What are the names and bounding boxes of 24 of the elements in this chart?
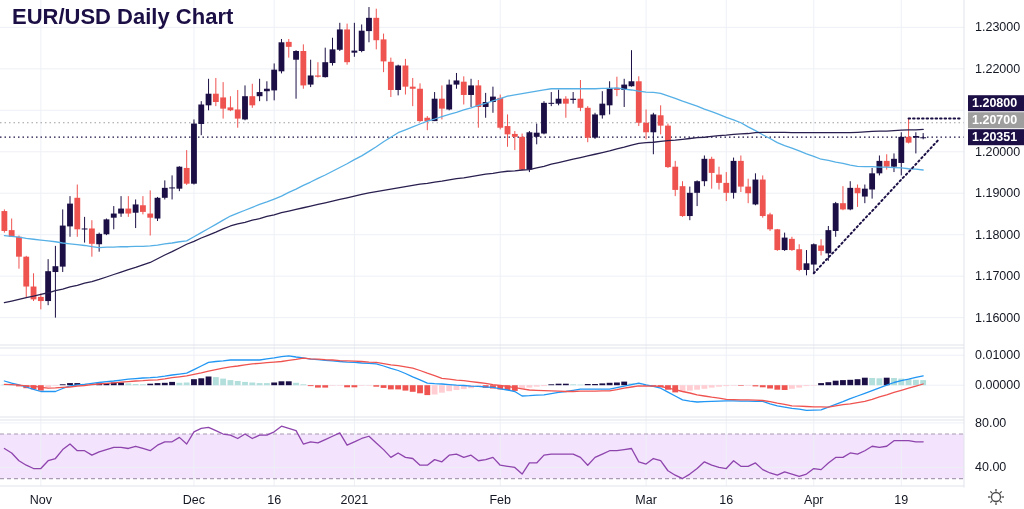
- x-tick-label: Mar: [635, 493, 657, 507]
- y-tick-label: 1.22000: [975, 61, 1021, 76]
- y-tick-label: 0.00000: [975, 378, 1021, 393]
- y-tick-label: 1.18000: [975, 227, 1021, 242]
- x-tick-label: 16: [719, 493, 734, 507]
- x-tick-label: Feb: [489, 493, 512, 507]
- text: 1.20800: [972, 96, 1018, 111]
- y-tick-label: 1.17000: [975, 269, 1021, 284]
- y-tick-label: 1.16000: [975, 310, 1021, 325]
- x-tick-label: Apr: [804, 493, 824, 507]
- y-tick-label: 1.23000: [975, 20, 1021, 35]
- y-tick-label: 40.00: [975, 460, 1007, 475]
- chart-title: EUR/USD Daily Chart: [12, 4, 234, 29]
- y-tick-label: 1.19000: [975, 186, 1021, 201]
- x-tick-label: 2021: [340, 493, 369, 507]
- x-tick-label: 19: [894, 493, 909, 507]
- x-tick-label: 16: [267, 493, 282, 507]
- ref-line-label: 1.20700: [972, 113, 1018, 128]
- y-tick-label: 1.20000: [975, 144, 1021, 159]
- y-tick-label: 80.00: [975, 415, 1007, 430]
- x-tick-label: Nov: [29, 493, 53, 507]
- ref-line-label: 1.20351: [972, 130, 1018, 145]
- x-tick-label: Dec: [182, 493, 206, 507]
- y-tick-label: 0.01000: [975, 348, 1021, 363]
